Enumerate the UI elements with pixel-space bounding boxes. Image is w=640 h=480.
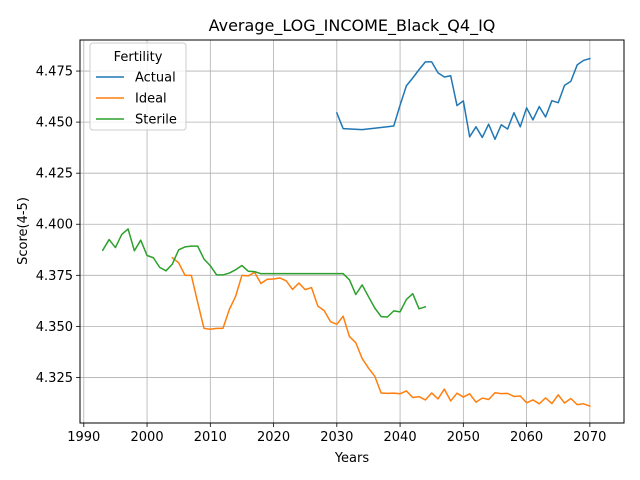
y-tick-label: 4.425 [36, 167, 73, 182]
x-axis-ticks: 1990 2000 2010 2020 2030 2040 2050 2060 2070 [67, 423, 606, 445]
series-line-ideal [171, 256, 591, 408]
chart-title: Average_LOG_INCOME_Black_Q4_IQ [209, 16, 496, 36]
legend-entries: Actual Ideal Sterile [96, 71, 177, 128]
y-tick-label: 4.325 [36, 371, 73, 386]
y-tick-label: 4.375 [36, 269, 73, 284]
legend-title: Fertility [114, 50, 163, 65]
x-tick-label: 2010 [194, 430, 227, 445]
series-line-sterile [101, 228, 427, 318]
x-tick-label: 2070 [573, 430, 606, 445]
series-line-actual [335, 57, 591, 141]
legend-label-actual: Actual [135, 71, 176, 86]
series-lines [101, 57, 591, 408]
legend-label-sterile: Sterile [135, 113, 177, 128]
legend: Fertility Actual Ideal Sterile [89, 42, 187, 131]
legend-frame [89, 42, 187, 131]
x-tick-label: 2040 [384, 430, 417, 445]
x-axis-label: Years [334, 451, 370, 466]
plot-frame [79, 39, 625, 424]
grid [80, 40, 624, 423]
x-tick-label: 2000 [131, 430, 164, 445]
x-tick-label: 1990 [67, 430, 100, 445]
y-axis-ticks: 4.325 4.350 4.375 4.400 4.425 4.450 4.475 [36, 65, 80, 386]
x-tick-label: 2020 [257, 430, 290, 445]
legend-label-ideal: Ideal [135, 92, 167, 107]
y-axis-label: Score(4-5) [16, 197, 31, 265]
x-tick-label: 2060 [510, 430, 543, 445]
y-tick-label: 4.450 [36, 116, 73, 131]
y-tick-label: 4.400 [36, 218, 73, 233]
y-tick-label: 4.350 [36, 320, 73, 335]
x-tick-label: 2030 [320, 430, 353, 445]
y-tick-label: 4.475 [36, 65, 73, 80]
x-tick-label: 2050 [447, 430, 480, 445]
